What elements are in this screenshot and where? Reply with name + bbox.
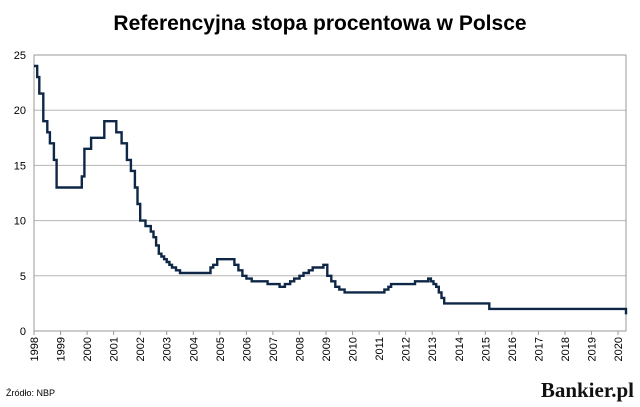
x-tick-label: 2014 bbox=[454, 337, 466, 361]
x-tick-label: 2004 bbox=[188, 337, 200, 361]
x-tick-label: 2003 bbox=[162, 337, 174, 361]
x-tick-label: 2006 bbox=[241, 337, 253, 361]
x-tick-label: 2015 bbox=[480, 337, 492, 361]
brand-logo: Bankier.pl bbox=[540, 378, 634, 402]
y-tick-label: 20 bbox=[14, 105, 26, 117]
y-tick-label: 25 bbox=[14, 50, 26, 62]
x-tick-label: 1999 bbox=[56, 337, 68, 361]
x-tick-label: 2018 bbox=[560, 337, 572, 361]
x-tick-label: 2012 bbox=[401, 337, 413, 361]
x-tick-label: 2010 bbox=[348, 337, 360, 361]
x-tick-label: 2016 bbox=[507, 337, 519, 361]
y-tick-label: 15 bbox=[14, 160, 26, 172]
y-tick-label: 10 bbox=[14, 216, 26, 228]
series-line bbox=[34, 64, 628, 315]
x-axis-ticks: 1998 1999 2000 2001 2002 2003 2004 2005 2006 2007… bbox=[29, 331, 625, 361]
x-tick-label: 2007 bbox=[268, 337, 280, 361]
x-tick-label: 1998 bbox=[29, 337, 41, 361]
x-tick-label: 2011 bbox=[374, 337, 386, 361]
x-tick-label: 2005 bbox=[215, 337, 227, 361]
y-tick-label: 5 bbox=[20, 271, 26, 283]
chart-title: Referencyjna stopa procentowa w Polsce bbox=[113, 12, 527, 35]
x-tick-label: 2002 bbox=[135, 337, 147, 361]
x-tick-label: 2019 bbox=[586, 337, 598, 361]
x-tick-label: 2008 bbox=[294, 337, 306, 361]
x-tick-label: 2013 bbox=[427, 337, 439, 361]
x-tick-label: 2020 bbox=[613, 337, 625, 361]
x-tick-label: 2000 bbox=[82, 337, 94, 361]
plot-area bbox=[33, 54, 627, 332]
source-note: Źródło: NBP bbox=[6, 388, 56, 398]
x-tick-label: 2001 bbox=[109, 337, 121, 361]
y-tick-label: 0 bbox=[20, 326, 26, 338]
y-axis-ticks: 0 5 10 15 20 25 bbox=[14, 50, 26, 338]
x-tick-label: 2009 bbox=[321, 337, 333, 361]
gridlines bbox=[34, 54, 626, 332]
x-tick-label: 2017 bbox=[533, 337, 545, 361]
